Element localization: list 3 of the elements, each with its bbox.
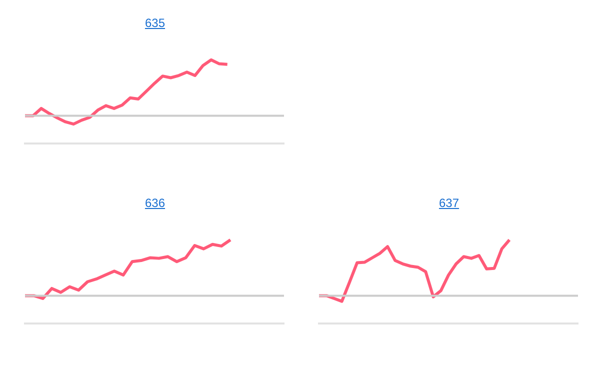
chart-title: 636 (144, 196, 166, 210)
chart-title: 635 (144, 16, 166, 30)
chart-title: 637 (438, 196, 460, 210)
